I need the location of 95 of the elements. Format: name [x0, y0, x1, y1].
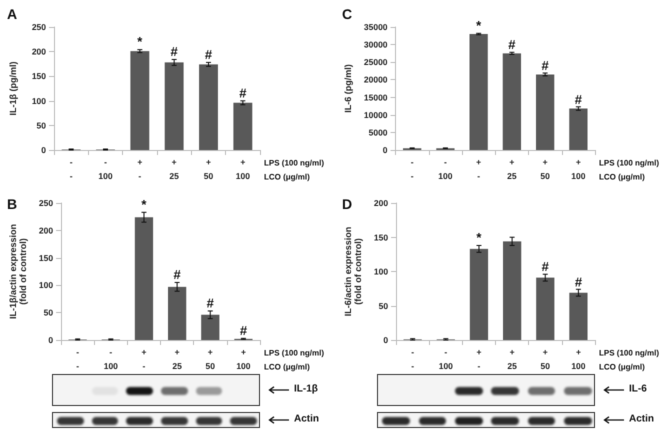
x-tick-label: + 25: [507, 347, 518, 371]
annotation: *: [476, 230, 482, 245]
x-tick-label: - -: [76, 347, 80, 371]
bar: [199, 64, 218, 150]
y-tick-label: 200: [38, 225, 54, 236]
text: Actin: [294, 414, 319, 424]
annotation: #: [574, 92, 583, 107]
bar: [569, 292, 588, 340]
y-tick-label: 250: [32, 22, 46, 32]
x-tick-label: + 25: [169, 157, 180, 181]
annotation: #: [204, 46, 213, 62]
y-tick-label: 25000: [364, 57, 388, 68]
x-axis-title: LPS (100 ng/ml) LCO (μg/ml): [599, 158, 660, 182]
x-tick-label: - -: [70, 157, 73, 181]
bar: [201, 314, 220, 340]
bar: [233, 102, 252, 150]
x-tick-label: + 100: [571, 347, 586, 371]
text: IL-6: [629, 384, 648, 394]
bar: [536, 74, 554, 150]
chart-title: D: [342, 196, 352, 212]
y-tick-label: 0: [48, 335, 54, 345]
annotation: #: [542, 58, 550, 74]
y-tick-label: 35000: [364, 22, 388, 32]
bar: [470, 34, 488, 150]
annotation: #: [542, 259, 550, 274]
annotation: #: [239, 85, 248, 100]
x-tick-label: + 50: [540, 347, 550, 371]
x-tick-label: + 50: [204, 157, 214, 181]
annotation: #: [206, 295, 215, 310]
x-axis-title: LPS (100 ng/ml) LCO (μg/ml): [264, 348, 324, 372]
annotation: #: [174, 266, 182, 282]
annotation: #: [170, 44, 179, 59]
bar: [536, 278, 554, 340]
y-tick-label: 100: [32, 96, 46, 106]
x-tick-label: + -: [476, 157, 482, 181]
x-tick-label: + 100: [571, 157, 586, 181]
y-axis-title: IL-6 (pg/ml): [343, 64, 353, 113]
text: Actin: [629, 414, 654, 424]
annotation: *: [476, 18, 482, 33]
x-tick-label: + 100: [236, 347, 251, 371]
y-tick-label: 20000: [364, 74, 388, 85]
x-axis-title: LPS (100 ng/ml) LCO (μg/ml): [264, 158, 324, 182]
bar: [470, 248, 488, 340]
chart-title: A: [7, 6, 18, 22]
y-tick-label: 100: [38, 280, 54, 290]
annotation: #: [240, 322, 248, 338]
x-tick-label: - -: [410, 157, 414, 181]
y-tick-label: 50: [44, 308, 54, 318]
y-tick-label: 50: [378, 300, 388, 311]
y-tick-label: 200: [32, 46, 46, 57]
y-axis-title: IL-1β/actin expression (fold of control): [8, 224, 28, 320]
bar: [502, 53, 522, 150]
annotation: #: [508, 36, 516, 52]
x-axis-title: LPS (100 ng/ml) LCO (μg/ml): [599, 348, 660, 372]
y-tick-label: 0: [383, 335, 388, 345]
y-tick-label: 30000: [364, 40, 388, 50]
y-tick-label: 0: [41, 145, 46, 155]
y-tick-label: 0: [382, 145, 388, 155]
y-tick-label: 200: [374, 198, 388, 208]
y-axis-title: IL-1β (pg/ml): [8, 62, 18, 116]
annotation: #: [574, 274, 583, 290]
y-tick-label: 150: [38, 252, 54, 263]
bar: [168, 286, 186, 340]
x-tick-label: - -: [411, 347, 414, 371]
annotation: *: [141, 196, 148, 212]
x-tick-label: + 50: [206, 347, 216, 371]
x-tick-label: + -: [137, 157, 142, 181]
y-tick-label: 100: [374, 266, 388, 276]
y-tick-label: 150: [374, 232, 388, 242]
x-tick-label: + -: [141, 347, 146, 371]
chart-title: B: [7, 196, 18, 212]
chart-title: C: [342, 6, 352, 22]
x-tick-label: + 25: [507, 157, 517, 181]
text: IL-1β: [294, 384, 318, 394]
x-tick-label: - 100: [98, 157, 113, 181]
annotation: *: [137, 34, 144, 50]
x-tick-label: + 50: [540, 157, 550, 181]
y-tick-label: 150: [32, 71, 46, 82]
y-tick-label: 15000: [364, 92, 388, 102]
x-tick-label: + 100: [236, 157, 250, 181]
y-axis-title: IL-6/actin expression (fold of control): [343, 226, 363, 316]
y-tick-label: 10000: [364, 110, 388, 120]
bar: [134, 217, 154, 340]
y-tick-label: 250: [38, 198, 54, 208]
bar: [164, 62, 184, 150]
x-tick-label: - 100: [438, 157, 453, 181]
y-tick-label: 5000: [368, 127, 388, 138]
y-tick-label: 50: [36, 120, 46, 130]
x-tick-label: - 100: [438, 347, 454, 371]
bar: [130, 51, 150, 150]
x-tick-label: + -: [476, 347, 482, 371]
bar: [569, 108, 588, 150]
bar: [503, 241, 522, 340]
x-tick-label: + 25: [172, 347, 182, 371]
x-tick-label: - 100: [104, 347, 118, 371]
